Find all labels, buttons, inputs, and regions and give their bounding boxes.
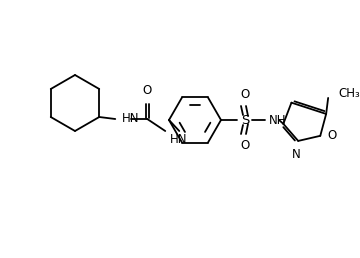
Text: HN: HN (122, 112, 140, 125)
Text: O: O (327, 129, 337, 142)
Text: O: O (240, 88, 249, 101)
Text: S: S (241, 114, 249, 126)
Text: HN: HN (170, 133, 188, 146)
Text: CH₃: CH₃ (338, 87, 360, 100)
Text: NH: NH (269, 114, 287, 126)
Text: O: O (240, 139, 249, 152)
Text: N: N (292, 148, 301, 161)
Text: O: O (143, 84, 152, 97)
